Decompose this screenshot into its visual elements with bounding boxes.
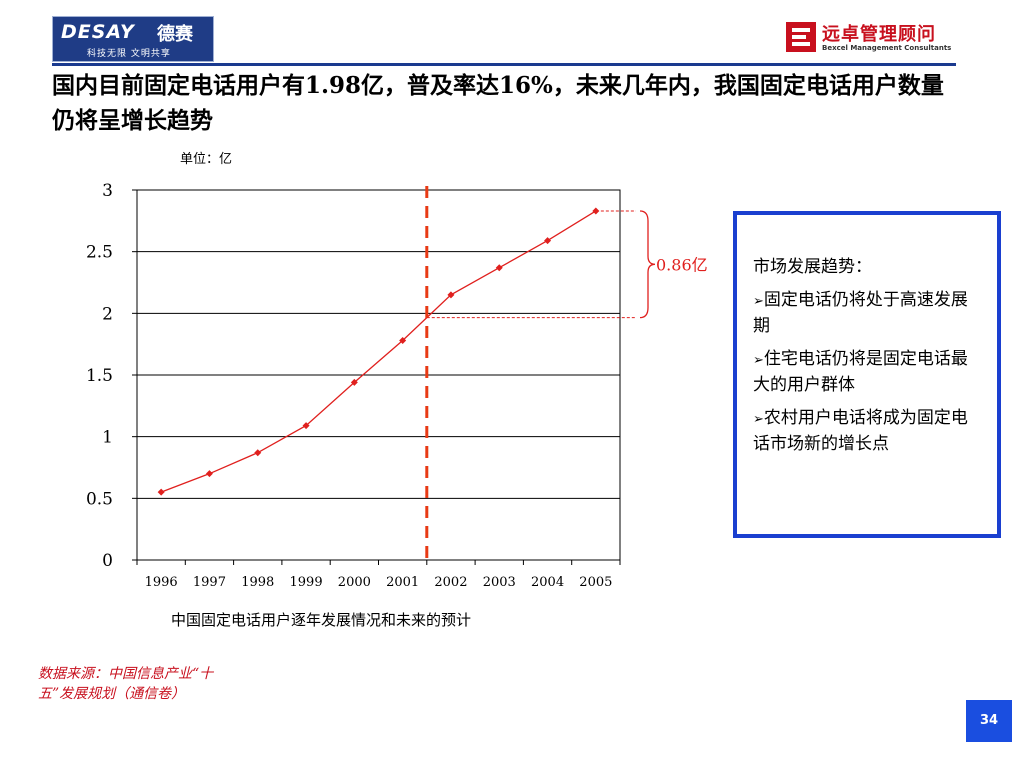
- x-tick-label: 1996: [145, 575, 178, 590]
- data-point: [254, 449, 262, 457]
- data-point: [350, 378, 358, 386]
- x-tick-label: 2004: [531, 575, 564, 590]
- x-tick-label: 1998: [241, 575, 274, 590]
- arrow-bullet-icon: ➢: [753, 412, 764, 427]
- desay-brand-cn: 德赛: [157, 24, 193, 45]
- trend-item-text: 农村用户电话将成为固定电话市场新的增长点: [753, 408, 968, 454]
- data-point: [399, 336, 407, 344]
- annotation-layer: 0.86亿: [425, 186, 708, 560]
- trend-heading: 市场发展趋势：: [753, 257, 872, 277]
- bexcel-logo: 远卓管理顾问 Bexcel Management Consultants: [786, 20, 966, 56]
- arrow-bullet-icon: ➢: [753, 353, 764, 368]
- y-tick-label: 2.5: [86, 243, 113, 263]
- y-tick-label: 0.5: [86, 489, 113, 509]
- data-source: 数据来源：中国信息产业“十五”发展规划（通信卷）: [38, 666, 214, 702]
- x-tick-label: 2000: [338, 575, 371, 590]
- data-point: [302, 422, 310, 430]
- data-point: [544, 237, 552, 245]
- chart-caption: 中国固定电话用户逐年发展情况和未来的预计: [171, 611, 472, 629]
- data-point: [495, 264, 503, 272]
- data-point: [157, 488, 165, 496]
- title-rule: [52, 63, 956, 66]
- trend-item-text: 固定电话仍将处于高速发展期: [753, 290, 968, 336]
- y-tick-label: 0: [102, 551, 113, 571]
- x-tick-label: 2003: [483, 575, 516, 590]
- bexcel-name-en: Bexcel Management Consultants: [822, 44, 952, 52]
- desay-logo: DESAY 德赛 科技无限 文明共享: [52, 16, 214, 62]
- x-tick-label: 2002: [434, 575, 467, 590]
- series-layer: [157, 207, 600, 496]
- unit-label: 单位：亿: [180, 152, 233, 167]
- page-number: 34: [966, 700, 1012, 742]
- series-line: [160, 210, 597, 493]
- increase-label: 0.86亿: [656, 255, 708, 274]
- label-layer: 0 0.5 1 1.5 2 2.5 3 1996 1997 1998 1999 2000 2001 200…: [86, 181, 612, 590]
- x-tick-label: 1999: [290, 575, 323, 590]
- x-tick-label: 2005: [579, 575, 612, 590]
- y-tick-label: 2: [102, 304, 113, 324]
- data-point: [447, 291, 455, 299]
- trend-item-text: 住宅电话仍将是固定电话最大的用户群体: [753, 349, 968, 395]
- y-tick-label: 1: [102, 428, 113, 448]
- y-tick-label: 1.5: [86, 366, 113, 386]
- data-point: [205, 470, 213, 478]
- bexcel-name-cn: 远卓管理顾问: [822, 24, 936, 45]
- trend-item: ➢住宅电话仍将是固定电话最大的用户群体: [753, 347, 977, 398]
- market-trend-box: 市场发展趋势： ➢固定电话仍将处于高速发展期 ➢住宅电话仍将是固定电话最大的用户…: [733, 211, 1001, 538]
- desay-brand: DESAY: [61, 21, 135, 43]
- x-tick-label: 1997: [193, 575, 226, 590]
- grid-layer: [132, 189, 621, 565]
- trend-item: ➢固定电话仍将处于高速发展期: [753, 288, 977, 339]
- slide-title: 国内目前固定电话用户有1.98亿，普及率达16%，未来几年内，我国固定电话用户数…: [52, 72, 944, 134]
- desay-slogan: 科技无限 文明共享: [87, 49, 171, 59]
- bexcel-logo-icon: [786, 22, 816, 52]
- increase-brace: [639, 210, 656, 319]
- x-tick-label: 2001: [386, 575, 419, 590]
- arrow-bullet-icon: ➢: [753, 294, 764, 309]
- trend-item: ➢农村用户电话将成为固定电话市场新的增长点: [753, 406, 977, 457]
- y-tick-label: 3: [102, 181, 113, 201]
